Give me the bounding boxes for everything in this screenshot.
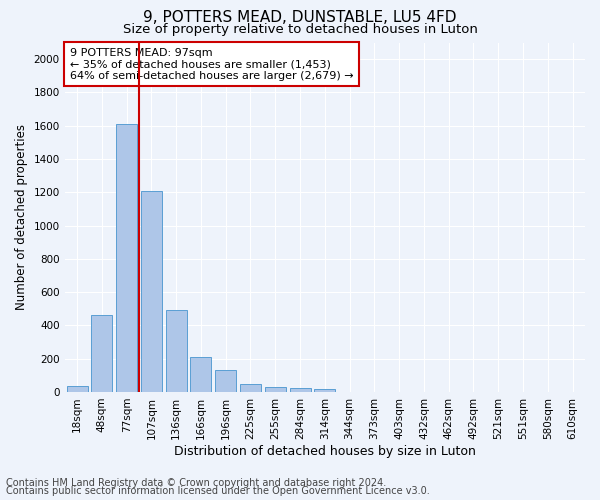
Bar: [265, 388, 286, 392]
Bar: [166, 310, 187, 392]
Text: 9 POTTERS MEAD: 97sqm
← 35% of detached houses are smaller (1,453)
64% of semi-d: 9 POTTERS MEAD: 97sqm ← 35% of detached …: [70, 48, 353, 81]
Text: 9, POTTERS MEAD, DUNSTABLE, LU5 4FD: 9, POTTERS MEAD, DUNSTABLE, LU5 4FD: [143, 10, 457, 25]
Bar: [190, 357, 211, 392]
Bar: [67, 386, 88, 392]
Bar: [91, 314, 112, 392]
Bar: [290, 388, 311, 392]
Text: Contains HM Land Registry data © Crown copyright and database right 2024.: Contains HM Land Registry data © Crown c…: [6, 478, 386, 488]
Bar: [314, 389, 335, 392]
Bar: [141, 190, 162, 392]
Bar: [240, 384, 261, 392]
Text: Contains public sector information licensed under the Open Government Licence v3: Contains public sector information licen…: [6, 486, 430, 496]
X-axis label: Distribution of detached houses by size in Luton: Distribution of detached houses by size …: [174, 444, 476, 458]
Y-axis label: Number of detached properties: Number of detached properties: [15, 124, 28, 310]
Text: Size of property relative to detached houses in Luton: Size of property relative to detached ho…: [122, 22, 478, 36]
Bar: [215, 370, 236, 392]
Bar: [116, 124, 137, 392]
